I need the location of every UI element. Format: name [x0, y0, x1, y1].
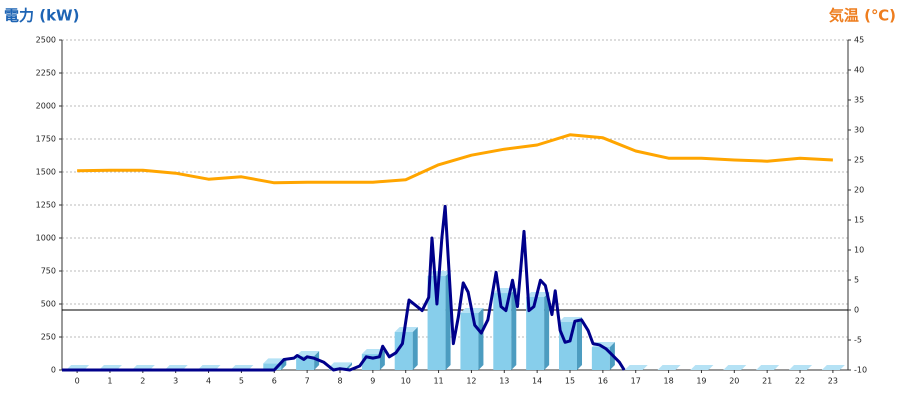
x-tick-label: 18	[663, 377, 673, 386]
x-tick-label: 16	[598, 377, 608, 386]
x-tick-label: 0	[75, 377, 80, 386]
y2-tick-label: 10	[854, 246, 864, 255]
bar-face	[412, 326, 418, 370]
y-tick-label: 1500	[36, 168, 56, 177]
y-tick-label: 1250	[36, 201, 56, 210]
bar	[526, 292, 550, 370]
x-tick-label: 3	[173, 377, 178, 386]
y-tick-label: 750	[41, 267, 56, 276]
y-tick-label: 1000	[36, 234, 56, 243]
bar-face	[526, 297, 545, 370]
bar-face	[346, 362, 352, 370]
y2-tick-label: -10	[854, 366, 867, 375]
bar-face	[478, 307, 484, 370]
x-tick-label: 7	[305, 377, 310, 386]
bar	[821, 365, 845, 370]
y-tick-label: 250	[41, 333, 56, 342]
x-tick-label: 17	[631, 377, 641, 386]
bar	[756, 365, 780, 370]
y2-tick-label: 30	[854, 126, 864, 135]
x-tick-label: 4	[206, 377, 211, 386]
x-tick-label: 10	[401, 377, 411, 386]
bar-face	[361, 349, 385, 355]
bar-face	[511, 288, 517, 370]
x-tick-label: 2	[140, 377, 145, 386]
y-tick-label: 2500	[36, 36, 56, 45]
bar	[723, 365, 747, 370]
bar-face	[394, 331, 413, 370]
bar-face	[493, 293, 512, 370]
bar-face	[723, 365, 747, 370]
bar	[789, 365, 813, 370]
bar	[460, 307, 484, 370]
bar-face	[328, 362, 352, 368]
bar	[296, 351, 320, 370]
bar-face	[577, 316, 583, 370]
x-tick-label: 6	[272, 377, 277, 386]
bar-face	[624, 365, 648, 370]
y-tick-label: 0	[51, 366, 56, 375]
bar-face	[821, 365, 845, 370]
bar-face	[460, 312, 479, 370]
bar	[624, 365, 648, 370]
x-tick-label: 9	[370, 377, 375, 386]
line	[77, 133, 833, 185]
y2-tick-label: 20	[854, 186, 864, 195]
x-tick-label: 11	[433, 377, 443, 386]
y2-tick-label: 45	[854, 36, 864, 45]
bar-face	[427, 276, 446, 370]
x-tick-label: 15	[565, 377, 575, 386]
bar-face	[296, 356, 315, 370]
bar-face	[690, 365, 714, 370]
bar-face	[544, 292, 550, 370]
x-tick-label: 22	[795, 377, 805, 386]
y-tick-label: 500	[41, 300, 56, 309]
y2-tick-label: 5	[854, 276, 859, 285]
bar-face	[591, 347, 610, 370]
y-axis-title: 電力 (kW)	[4, 7, 79, 25]
y-tick-label: 1750	[36, 135, 56, 144]
y2-tick-label: 40	[854, 66, 864, 75]
bar-face	[296, 351, 320, 357]
bar	[493, 288, 517, 370]
bar	[559, 316, 583, 370]
bar-face	[281, 358, 287, 370]
bar	[657, 365, 681, 370]
y2-axis-title: 気温 (℃)	[829, 7, 896, 25]
bar	[394, 326, 418, 370]
y2-tick-label: 15	[854, 216, 864, 225]
bar	[690, 365, 714, 370]
bar-face	[657, 365, 681, 370]
bar-face	[789, 365, 813, 370]
x-tick-label: 1	[107, 377, 112, 386]
bar-face	[263, 363, 282, 370]
x-tick-label: 13	[499, 377, 509, 386]
y2-tick-label: 25	[854, 156, 864, 165]
y-tick-label: 2000	[36, 102, 56, 111]
bar-face	[756, 365, 780, 370]
bar-face	[394, 326, 418, 332]
line	[62, 204, 626, 372]
x-tick-label: 12	[466, 377, 476, 386]
y2-tick-label: 0	[854, 306, 859, 315]
x-tick-label: 21	[762, 377, 772, 386]
x-tick-label: 20	[729, 377, 739, 386]
x-tick-label: 19	[696, 377, 706, 386]
x-tick-label: 5	[239, 377, 244, 386]
y2-tick-label: -5	[854, 336, 862, 345]
x-tick-label: 14	[532, 377, 542, 386]
y-tick-label: 2250	[36, 69, 56, 78]
x-tick-label: 23	[828, 377, 838, 386]
x-tick-label: 8	[337, 377, 342, 386]
y2-tick-label: 35	[854, 96, 864, 105]
